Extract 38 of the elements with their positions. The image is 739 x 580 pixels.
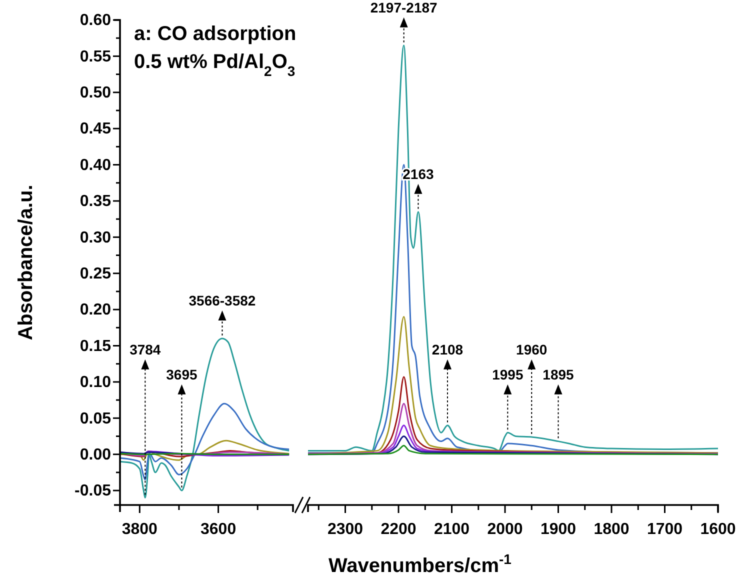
x-tick-label: 1700: [646, 521, 683, 538]
text: 0.5 wt% Pd/Al$_{2}$O$_{3}$: [134, 51, 296, 79]
x-axis-title: Wavenumbers/cm$^{-1}$: [328, 551, 512, 577]
line-series: [119, 402, 290, 480]
y-tick-label: -0.05: [74, 482, 112, 500]
y-tick-label: 0.35: [80, 193, 112, 210]
y-tick-label: 0.55: [80, 48, 112, 66]
y-tick-label: 0.25: [80, 265, 112, 282]
annotation: 1995: [492, 366, 524, 382]
y-tick-label: 0.40: [80, 156, 112, 174]
x-tick-label: 1800: [594, 521, 630, 538]
x-tick-label: 2300: [327, 521, 364, 538]
annotation: 3695: [166, 366, 198, 382]
y-tick-label: 0.30: [80, 229, 112, 246]
x-tick-label: 3800: [122, 521, 158, 538]
x-tick-label: 2100: [434, 521, 470, 538]
y-tick-label: 0.00: [80, 446, 112, 464]
annotation: 1895: [542, 366, 574, 382]
x-tick-label: 3600: [200, 521, 236, 538]
chart-title: a: CO adsorption: [134, 23, 296, 45]
x-tick-label: 2200: [380, 521, 416, 538]
x-tick-label: 1600: [700, 521, 736, 538]
x-tick-label: 2000: [487, 521, 523, 538]
y-tick-label: 0.05: [80, 410, 112, 428]
y-tick-label: 0.10: [80, 374, 112, 392]
annotation: 3784: [130, 341, 161, 358]
annotation: 1960: [516, 341, 548, 358]
y-tick-label: 0.15: [80, 338, 112, 355]
annotation: 2108: [432, 341, 464, 358]
y-tick-label: 0.45: [80, 120, 112, 138]
annotation: 2197-2187: [370, 0, 438, 16]
y-tick-label: 0.20: [80, 302, 112, 319]
y-axis-title: Absorbance/a.u.: [15, 184, 37, 340]
annotation: 3566-3582: [188, 292, 256, 309]
y-tick-label: 0.60: [80, 12, 112, 30]
x-tick-label: 1900: [540, 521, 576, 538]
y-tick-label: 0.50: [80, 84, 112, 102]
line-series: [119, 338, 290, 499]
